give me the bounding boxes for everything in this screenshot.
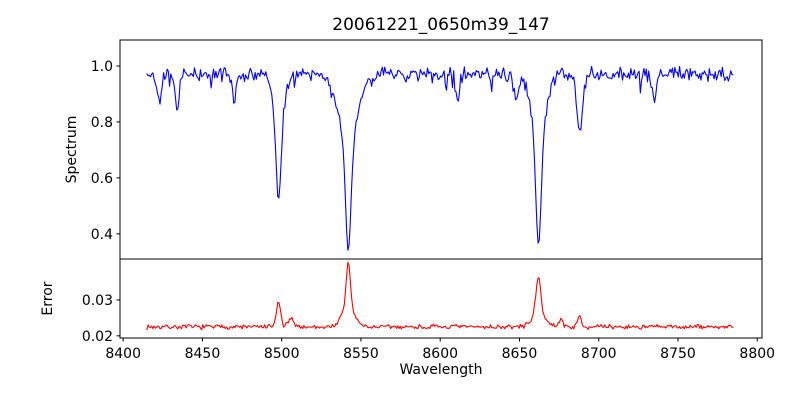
x-tick-label: 8650 bbox=[502, 346, 538, 362]
x-tick-label: 8450 bbox=[185, 346, 221, 362]
x-tick-label: 8550 bbox=[343, 346, 379, 362]
x-tick-label: 8500 bbox=[264, 346, 300, 362]
y-tick-label: 1.0 bbox=[91, 59, 113, 75]
y-tick-label: 0.6 bbox=[91, 171, 113, 187]
x-axis-label: Wavelength bbox=[399, 362, 482, 378]
x-tick-label: 8700 bbox=[581, 346, 617, 362]
error-plot-area bbox=[119, 258, 763, 339]
axis-ticks: 8400 8450 8500 8550 8600 8650 8700 8750 8800 0.4 0… bbox=[82, 59, 775, 362]
y-tick-label: 0.03 bbox=[82, 293, 113, 309]
chart-title: 20061221_0650m39_147 bbox=[332, 15, 549, 35]
error-y-axis-label: Error bbox=[40, 281, 56, 315]
y-tick-label: 0.8 bbox=[91, 115, 113, 131]
y-tick-label: 0.4 bbox=[91, 227, 113, 243]
error-line bbox=[146, 261, 734, 331]
x-tick-label: 8600 bbox=[422, 346, 458, 362]
x-tick-label: 8750 bbox=[660, 346, 696, 362]
x-tick-label: 8800 bbox=[739, 346, 775, 362]
spectrum-y-axis-label: Spectrum bbox=[64, 116, 80, 184]
y-tick-label: 0.02 bbox=[82, 329, 113, 345]
data-curves bbox=[146, 65, 734, 331]
x-tick-label: 8400 bbox=[105, 346, 141, 362]
spectrum-line bbox=[146, 65, 734, 251]
